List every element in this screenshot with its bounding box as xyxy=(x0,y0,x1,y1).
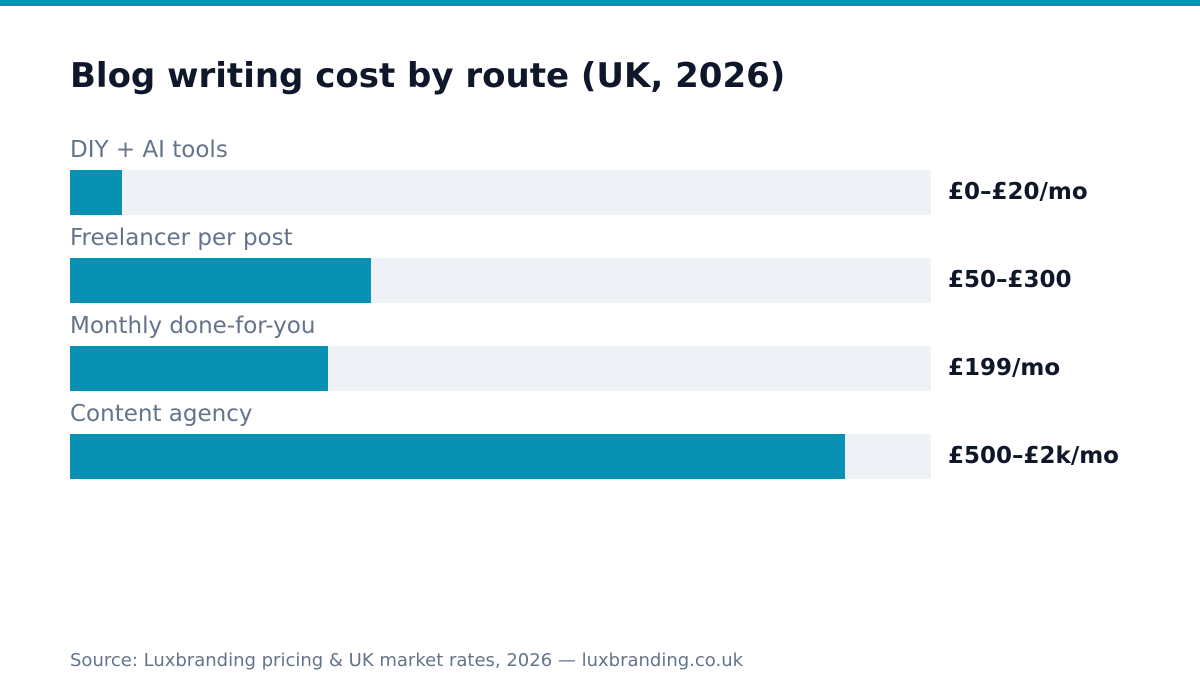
category-label: Content agency xyxy=(70,401,253,427)
category-label: Monthly done-for-you xyxy=(70,313,316,339)
bar xyxy=(70,170,122,215)
value-label: £500–£2k/mo xyxy=(948,443,1119,469)
bar xyxy=(70,346,328,391)
bar-track xyxy=(70,346,931,391)
bar xyxy=(70,258,371,303)
bar-track xyxy=(70,170,931,215)
top-accent-bar xyxy=(0,0,1200,6)
value-label: £50–£300 xyxy=(948,267,1072,293)
bar-track xyxy=(70,434,931,479)
category-label: Freelancer per post xyxy=(70,225,293,251)
bar xyxy=(70,434,845,479)
bar-track xyxy=(70,258,931,303)
chart-title: Blog writing cost by route (UK, 2026) xyxy=(70,56,786,96)
value-label: £199/mo xyxy=(948,355,1061,381)
source-note: Source: Luxbranding pricing & UK market … xyxy=(70,650,744,671)
category-label: DIY + AI tools xyxy=(70,137,228,163)
value-label: £0–£20/mo xyxy=(948,179,1088,205)
